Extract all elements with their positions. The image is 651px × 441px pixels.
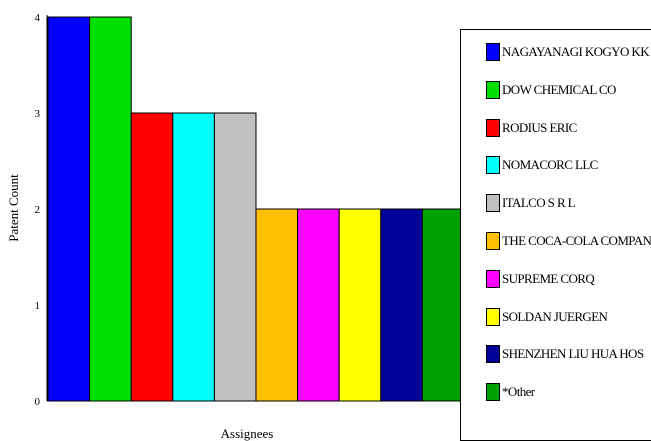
legend-label-2: RODIUS ERIC [502, 119, 577, 135]
legend-item-1: DOW CHEMICAL CO [486, 78, 616, 102]
legend-item-5: THE COCA-COLA COMPANY [486, 229, 651, 253]
legend-label-5: THE COCA-COLA COMPANY [502, 233, 651, 248]
bar-0 [47, 16, 91, 402]
legend-swatch-5 [486, 232, 500, 250]
legend-swatch-3 [486, 156, 500, 175]
bar-1 [89, 16, 132, 402]
legend-label-9: *Other [502, 384, 535, 400]
y-axis-title: Patent Count [6, 174, 21, 242]
bar-5 [255, 208, 299, 402]
legend-swatch-6 [486, 269, 500, 288]
legend-label-3: NOMACORC LLC [502, 157, 598, 173]
legend-swatch-8 [486, 345, 500, 364]
legend-item-6: SUPREME CORQ [486, 267, 595, 291]
bars-group [47, 16, 465, 402]
bar-9 [421, 208, 465, 402]
legend-item-0: NAGAYANAGI KOGYO KK [486, 40, 650, 64]
legend-swatch-9 [486, 383, 500, 402]
legend-swatch-1 [486, 80, 500, 99]
x-axis-title: Assignees [221, 426, 274, 441]
legend-swatch-7 [486, 307, 500, 326]
legend-label-6: SUPREME CORQ [502, 270, 595, 286]
legend-item-4: ITALCO S R L [486, 191, 576, 215]
legend-label-4: ITALCO S R L [502, 195, 576, 211]
y-tick-label-1: 1 [35, 300, 41, 312]
bar-4 [213, 112, 257, 402]
legend-swatch-0 [486, 43, 500, 61]
legend-item-7: SOLDAN JUERGEN [486, 305, 608, 329]
y-axis-ticks: 0 1 2 3 4 [35, 12, 41, 408]
legend-item-8: SHENZHEN LIU HUA HOS [486, 342, 644, 366]
y-tick-label-3: 3 [35, 108, 41, 120]
bar-8 [380, 208, 423, 402]
bar-2 [130, 112, 174, 402]
legend-item-3: NOMACORC LLC [486, 153, 598, 177]
chart-legend: NAGAYANAGI KOGYO KK DOW CHEMICAL CO RODIUS… [460, 29, 651, 441]
legend-swatch-2 [486, 118, 500, 137]
bar-6 [297, 208, 340, 402]
y-tick-label-4: 4 [35, 12, 41, 24]
bar-3 [172, 112, 215, 402]
legend-label-0: NAGAYANAGI KOGYO KK [502, 44, 650, 59]
legend-label-8: SHENZHEN LIU HUA HOS [502, 346, 644, 362]
legend-item-9: *Other [486, 380, 535, 404]
bar-7 [338, 208, 382, 402]
legend-swatch-4 [486, 194, 500, 213]
legend-label-1: DOW CHEMICAL CO [502, 81, 616, 97]
y-tick-label-0: 0 [35, 396, 41, 408]
legend-item-2: RODIUS ERIC [486, 116, 577, 140]
y-tick-label-2: 2 [35, 204, 41, 216]
legend-label-7: SOLDAN JUERGEN [502, 308, 608, 324]
